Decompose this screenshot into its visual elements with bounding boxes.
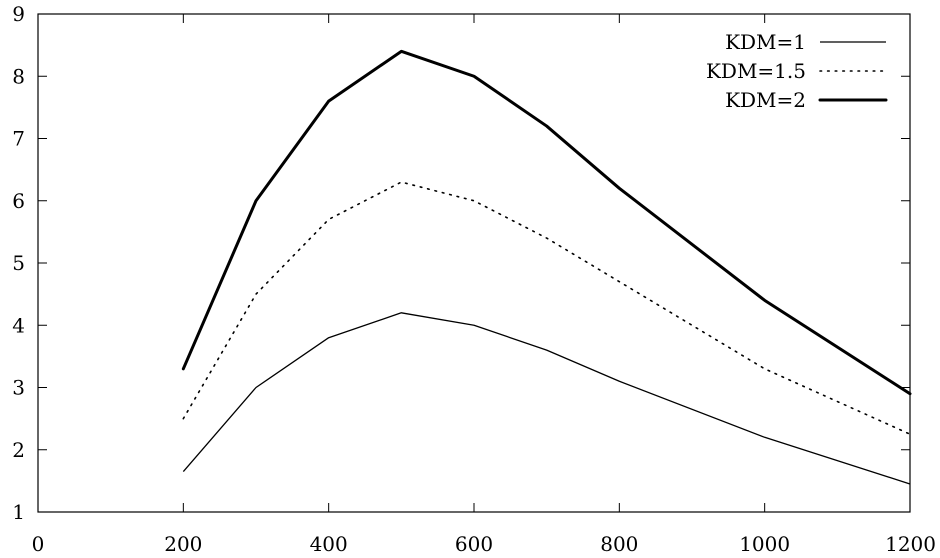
series-line-2	[182, 181, 911, 435]
y-tick-label: 7	[12, 127, 25, 151]
y-tick-labels: 1 2 3 4 5 6 7 8 9	[12, 2, 25, 524]
x-tick-label: 400	[310, 532, 348, 556]
y-tick-label: 6	[12, 189, 25, 213]
x-tick-label: 200	[164, 532, 202, 556]
x-tick-labels: 0 200 400 600 800 1000 1200	[32, 532, 936, 556]
x-tick-label: 600	[455, 532, 493, 556]
axis-ticks	[37, 13, 911, 513]
x-tick-label: 1200	[885, 532, 936, 556]
series-line-1	[182, 312, 911, 485]
y-tick-label: 8	[12, 64, 25, 88]
legend: KDM=1 KDM=1.5 KDM=2	[706, 30, 888, 112]
series-lines	[181, 49, 912, 485]
y-tick-label: 9	[12, 2, 25, 26]
legend-label-1: KDM=1	[725, 30, 806, 54]
series-line-3	[181, 49, 912, 396]
x-tick-label: 0	[32, 532, 45, 556]
x-tick-label: 1000	[739, 532, 790, 556]
legend-label-2: KDM=1.5	[706, 59, 806, 83]
y-tick-label: 3	[12, 376, 25, 400]
y-tick-label: 5	[12, 251, 25, 275]
y-tick-label: 1	[12, 500, 25, 524]
x-tick-label: 800	[600, 532, 638, 556]
y-tick-label: 4	[12, 313, 25, 337]
y-tick-label: 2	[12, 438, 25, 462]
legend-label-3: KDM=2	[725, 88, 806, 112]
